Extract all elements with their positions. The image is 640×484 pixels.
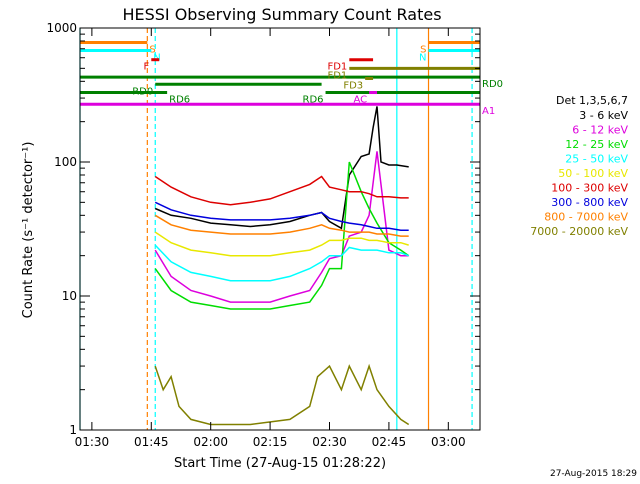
x-axis-label: Start Time (27-Aug-15 01:28:22) bbox=[174, 456, 386, 471]
flag-label: FD1 bbox=[327, 62, 347, 73]
x-tick-label: 01:30 bbox=[75, 435, 110, 449]
legend-entry: 25 - 50 keV bbox=[565, 153, 628, 166]
series-line bbox=[154, 161, 410, 310]
x-tick-label: 01:45 bbox=[134, 435, 169, 449]
flag-label: FD1 bbox=[327, 70, 347, 81]
y-tick-label: 1000 bbox=[46, 21, 77, 35]
legend-entry: 50 - 100 keV bbox=[558, 167, 628, 180]
x-tick-label: 03:00 bbox=[431, 435, 466, 449]
legend-entry: 12 - 25 keV bbox=[565, 138, 628, 151]
flag-label: S bbox=[149, 44, 155, 55]
y-axis-label: Count Rate (s⁻¹ detector⁻¹) bbox=[21, 142, 36, 319]
flag-label: RD6 bbox=[303, 95, 324, 106]
flag-label: FD3 bbox=[343, 80, 363, 91]
series-line bbox=[154, 363, 410, 426]
flag-label: N bbox=[153, 52, 160, 63]
plot-frame bbox=[79, 27, 481, 431]
legend-entry: 7000 - 20000 keV bbox=[530, 225, 628, 238]
series-line bbox=[154, 175, 409, 206]
x-tick-label: 02:00 bbox=[193, 435, 228, 449]
footer-timestamp: 27-Aug-2015 18:29 bbox=[550, 469, 637, 479]
series-line bbox=[154, 214, 409, 237]
y-tick-label: 1 bbox=[69, 423, 77, 437]
legend-entry: 3 - 6 keV bbox=[579, 109, 628, 122]
x-tick-label: 02:30 bbox=[312, 435, 347, 449]
flag-label: S bbox=[420, 44, 426, 55]
legend-entry: 100 - 300 keV bbox=[551, 182, 628, 195]
legend-header: Det 1,3,5,6,7 bbox=[556, 94, 628, 107]
flag-label: N bbox=[419, 52, 426, 63]
legend-entry: 300 - 800 keV bbox=[551, 196, 628, 209]
flag-label: RD0 bbox=[482, 79, 503, 90]
x-tick-label: 02:15 bbox=[253, 435, 288, 449]
series-line bbox=[154, 244, 409, 282]
series-line bbox=[154, 201, 409, 231]
chart-title: HESSI Observing Summary Count Rates bbox=[122, 5, 441, 24]
flag-label: F bbox=[144, 62, 150, 73]
x-tick-label: 02:45 bbox=[372, 435, 407, 449]
legend-entry: 800 - 7000 keV bbox=[544, 211, 628, 224]
legend-entry: 6 - 12 keV bbox=[572, 124, 628, 137]
y-tick-label: 100 bbox=[54, 155, 77, 169]
flag-label: AC bbox=[353, 95, 367, 106]
y-tick-label: 10 bbox=[62, 289, 77, 303]
series-line bbox=[154, 231, 409, 257]
series-line bbox=[154, 106, 409, 230]
flag-label: RD6 bbox=[169, 95, 190, 106]
flag-label: A1 bbox=[482, 106, 495, 117]
series-line bbox=[154, 151, 409, 303]
